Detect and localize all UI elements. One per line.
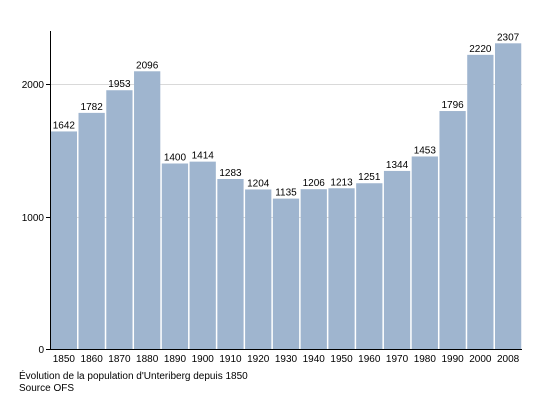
bar-value-label: 2220 — [469, 44, 492, 55]
bar-value-label: 1782 — [81, 102, 104, 113]
x-tick-label: 1910 — [219, 354, 242, 365]
bar-1960 — [356, 183, 383, 349]
x-tick-label: 1960 — [358, 354, 381, 365]
bar-value-label: 1135 — [275, 188, 297, 199]
x-tick-label: 1880 — [136, 354, 159, 365]
bar-value-label: 1796 — [441, 100, 464, 111]
bar-1940 — [300, 189, 327, 349]
x-tick-label: 1890 — [164, 354, 187, 365]
x-tick-label: 2000 — [469, 354, 492, 365]
x-tick-label: 1970 — [386, 354, 409, 365]
chart-source: Source OFS — [19, 383, 75, 394]
x-tick-label: 1990 — [441, 354, 464, 365]
x-tick-label: 1920 — [247, 354, 270, 365]
bar-1950 — [328, 188, 355, 349]
bars — [50, 43, 522, 349]
x-tick-label: 1980 — [414, 354, 437, 365]
bar-value-label: 1206 — [303, 178, 326, 189]
x-tick-label: 1940 — [303, 354, 326, 365]
bar-2000 — [467, 54, 494, 349]
bar-1920 — [245, 189, 272, 349]
bar-1990 — [439, 111, 466, 349]
x-tick-label: 1850 — [53, 354, 76, 365]
x-tick-label: 2008 — [497, 354, 520, 365]
bar-value-label: 1283 — [219, 168, 242, 179]
x-tick-label: 1870 — [108, 354, 131, 365]
bar-1900 — [189, 161, 216, 349]
bar-1860 — [78, 112, 105, 349]
bar-value-label: 1642 — [53, 120, 76, 131]
chart-caption: Évolution de la population d'Unteriberg … — [19, 371, 248, 382]
bar-value-label: 1414 — [192, 151, 215, 162]
bar-value-label: 2307 — [497, 32, 520, 43]
y-tick-label: 0 — [38, 345, 44, 356]
bar-value-label: 1400 — [164, 153, 187, 164]
x-tick-label: 1860 — [81, 354, 104, 365]
bar-1930 — [272, 198, 300, 349]
bar-value-label: 1453 — [414, 145, 437, 156]
bar-1980 — [411, 156, 438, 349]
bar-value-label: 1204 — [247, 178, 270, 189]
bar-1870 — [106, 90, 133, 349]
bar-value-label: 1213 — [330, 177, 353, 188]
bar-value-label: 1344 — [386, 160, 409, 171]
bar-1850 — [50, 131, 78, 349]
bar-2008 — [494, 43, 522, 349]
x-tick-label: 1950 — [330, 354, 353, 365]
axes — [46, 31, 522, 350]
bar-value-label: 2096 — [136, 60, 159, 71]
labels: 0 1000 2000 1642 1850 1782 1860 1953 1870 2096 188… — [22, 32, 520, 365]
y-tick-label: 2000 — [22, 80, 45, 91]
bar-1880 — [134, 71, 161, 349]
x-tick-label: 1930 — [275, 354, 298, 365]
bar-1890 — [161, 163, 189, 349]
x-tick-label: 1900 — [192, 354, 215, 365]
bar-1970 — [383, 170, 411, 349]
bar-1910 — [217, 179, 244, 349]
y-tick-label: 1000 — [22, 213, 45, 224]
bar-value-label: 1251 — [358, 172, 381, 183]
bar-value-label: 1953 — [108, 79, 131, 90]
